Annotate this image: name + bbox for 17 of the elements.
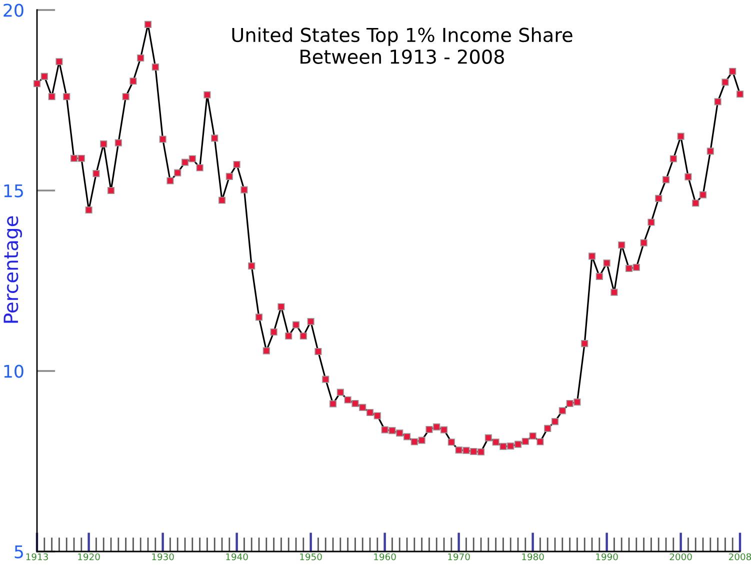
x-tick-label: 2008 bbox=[729, 553, 751, 560]
x-tick-label: 1960 bbox=[374, 553, 396, 560]
y-tick-label: 15 bbox=[4, 184, 23, 198]
y-tick-label: 20 bbox=[4, 4, 24, 17]
y-tick-label: 5 bbox=[14, 545, 23, 558]
x-tick-label: 2000 bbox=[670, 553, 692, 560]
x-tick-label: 1990 bbox=[596, 553, 618, 560]
x-tick-label: 1980 bbox=[522, 553, 544, 560]
x-tick-label: 1970 bbox=[448, 553, 470, 560]
x-tick-label: 1920 bbox=[78, 553, 100, 560]
y-tick-label: 10 bbox=[4, 364, 24, 378]
x-tick-label: 1913 bbox=[26, 553, 48, 560]
x-tick-label: 1930 bbox=[152, 553, 174, 560]
x-tick-label: 1950 bbox=[300, 553, 322, 560]
y-axis-title: Percentage bbox=[4, 216, 22, 323]
x-tick-label: 1940 bbox=[226, 553, 248, 560]
text: United States Top 1% Income Share Between 1913 - 2008 bbox=[232, 27, 572, 64]
